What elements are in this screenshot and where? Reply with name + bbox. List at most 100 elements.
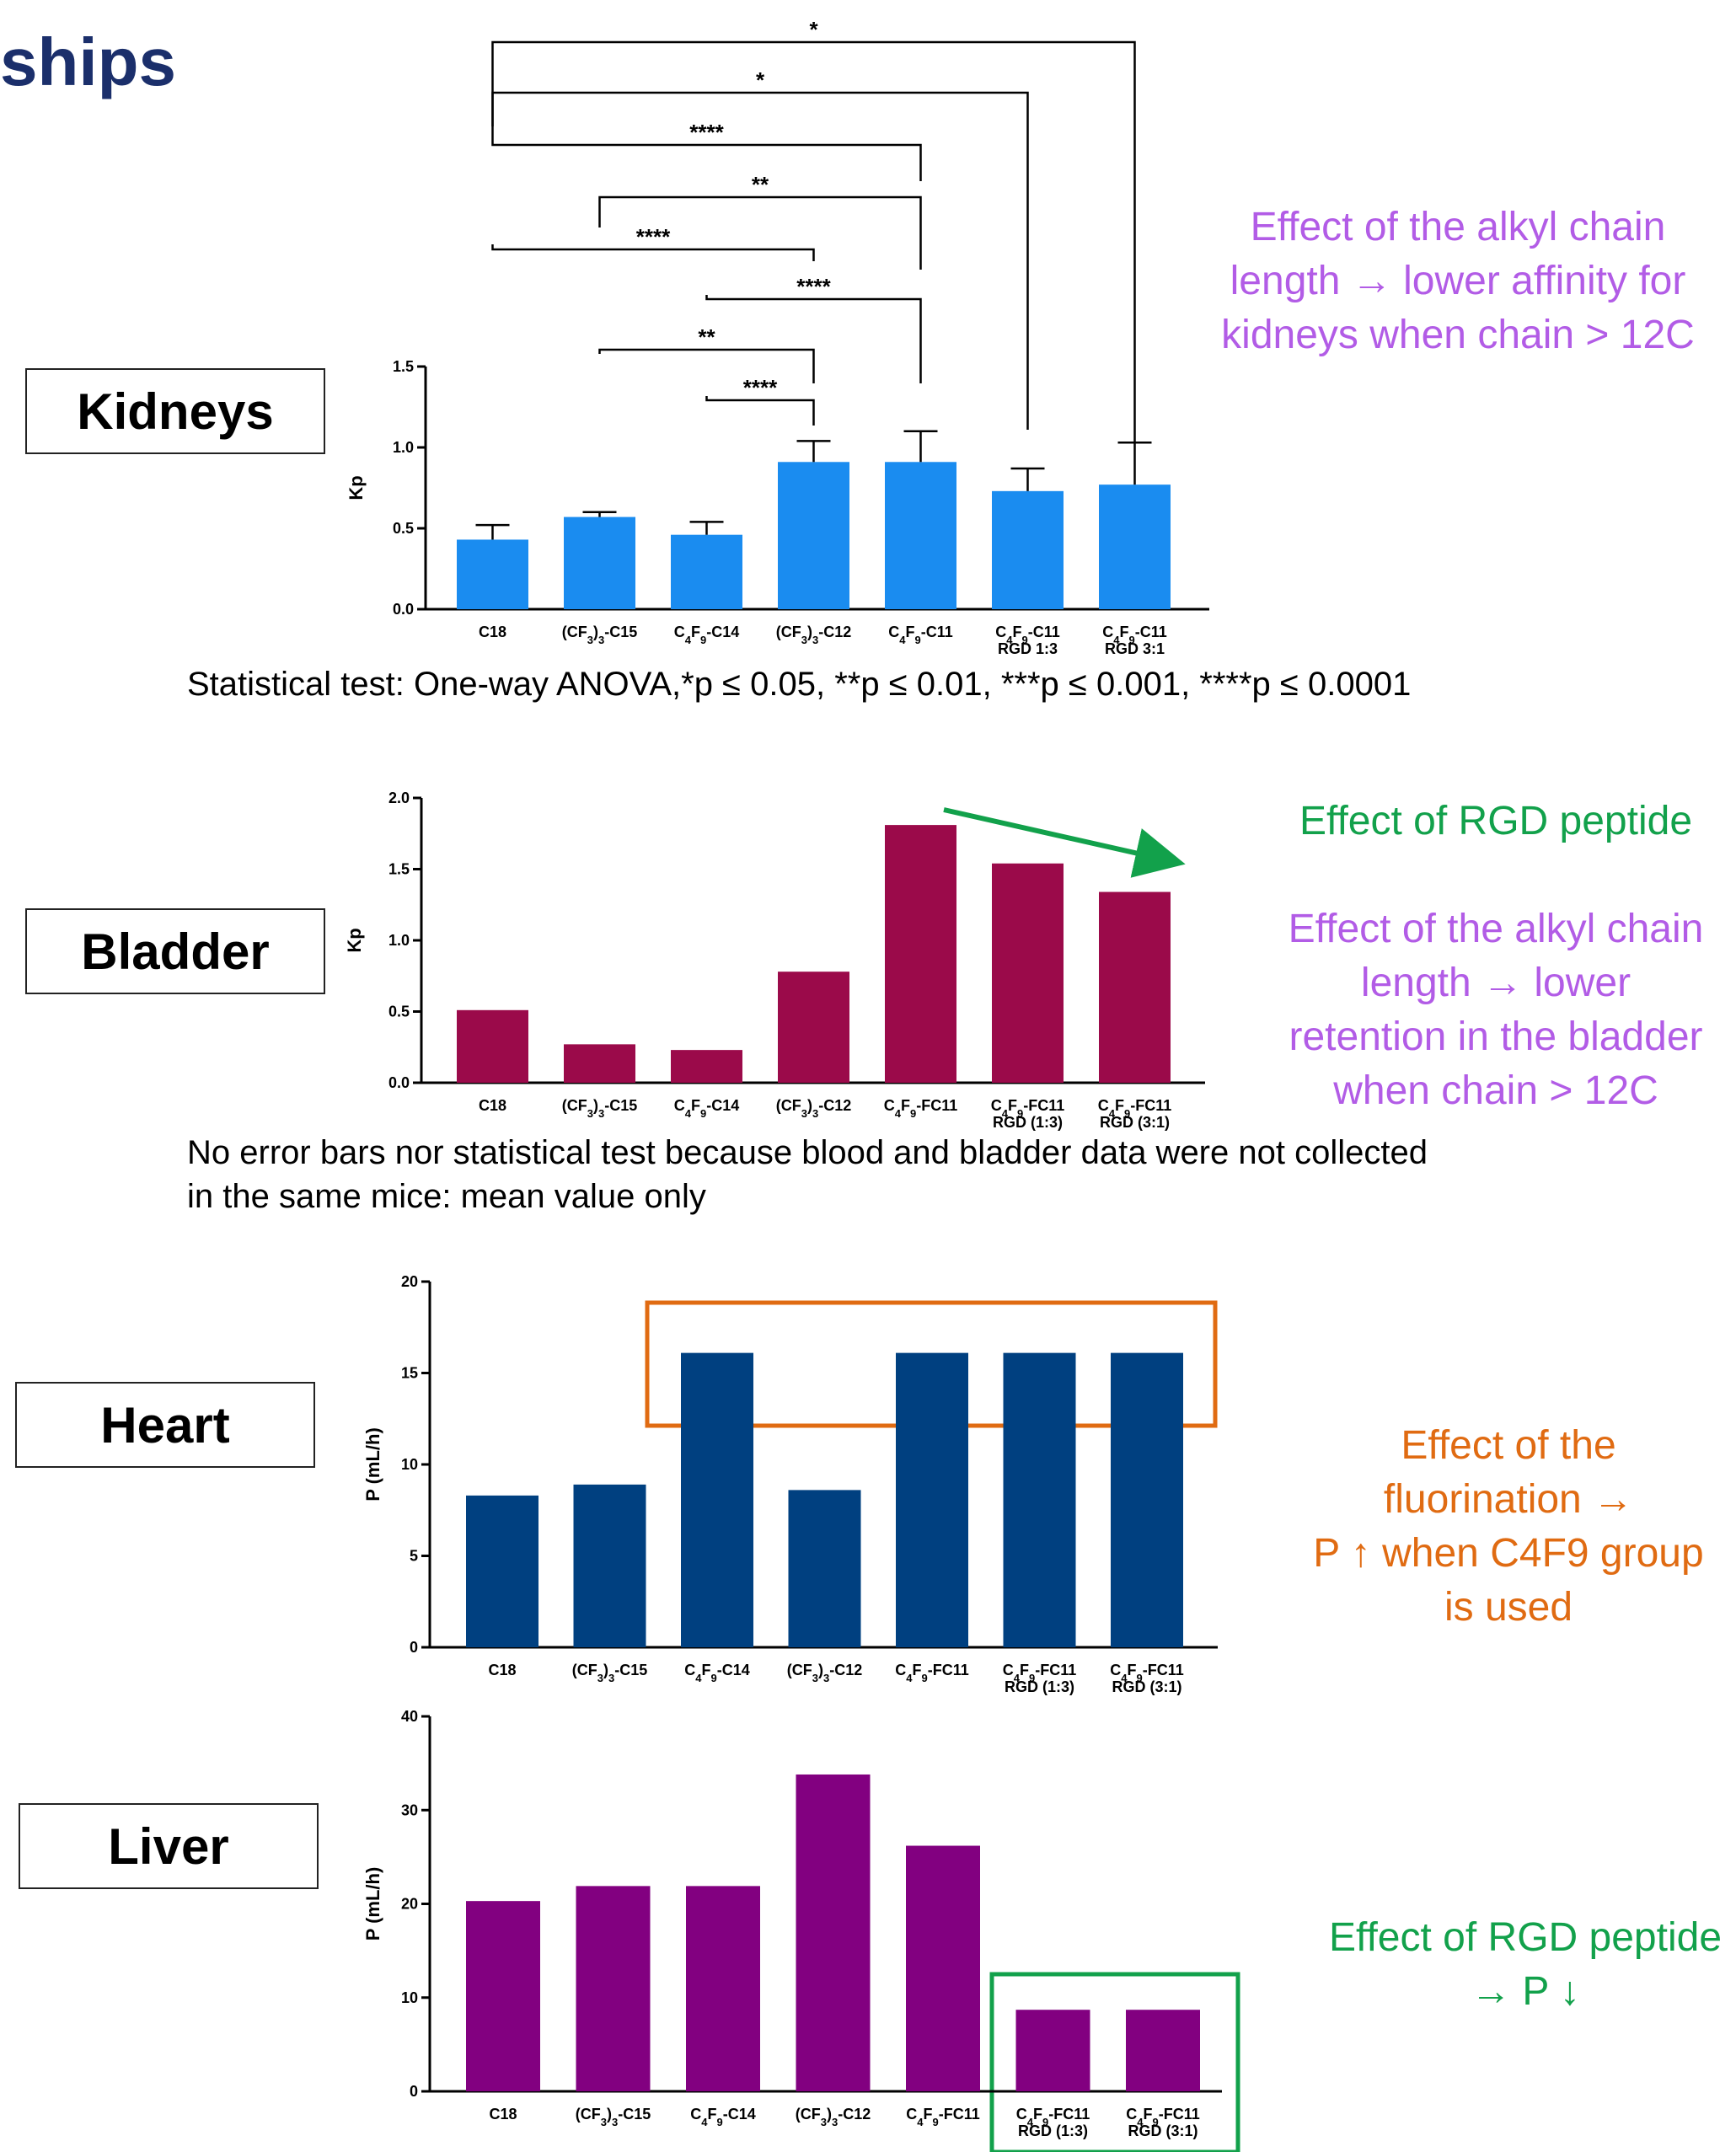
bladder-chain-annotation: Effect of the alkyl chain length → lower… (1222, 902, 1736, 1118)
bladder-bar (564, 1044, 635, 1083)
liver-category-label: C18 (489, 2106, 517, 2123)
bladder-category-label: (CF3)3-C12 (776, 1097, 852, 1120)
liver-annotation-line: Effect of RGD peptide (1328, 1915, 1723, 1960)
organ-label-liver: Liver (19, 1803, 319, 1889)
bladder-y-tick-label: 0.0 (388, 1074, 410, 1091)
bladder-category-label: RGD (1:3) (993, 1114, 1063, 1131)
liver-y-tick-label: 40 (401, 1708, 418, 1725)
statistical-test-note: Statistical test: One-way ANOVA,*p ≤ 0.0… (187, 666, 1412, 703)
bladder-trend-arrow (943, 807, 1186, 878)
organ-label-kidneys: Kidneys (25, 368, 325, 454)
bladder-bar (778, 972, 849, 1083)
liver-category-label: C4F9-C14 (690, 2106, 756, 2128)
no-error-bars-note-line2: in the same mice: mean value only (187, 1178, 706, 1215)
heart-bar (681, 1352, 753, 1647)
heart-annotation-line: P ↑ when C4F9 group (1313, 1531, 1704, 1576)
bladder-category-label: RGD (3:1) (1100, 1114, 1170, 1131)
kidneys-significance-bracket (491, 40, 1136, 442)
liver-category-label: C4F9-FC11 (1126, 2106, 1200, 2128)
no-error-bars-note-line1: No error bars nor statistical test becau… (187, 1134, 1428, 1171)
liver-bar (1126, 2010, 1200, 2091)
heart-category-label: C4F9-FC11 (1003, 1662, 1077, 1684)
liver-y-tick-label: 30 (401, 1801, 418, 1818)
bladder-category-label: C4F9-C14 (674, 1097, 740, 1120)
heart-bar (896, 1352, 968, 1647)
kidneys-bar (564, 517, 635, 609)
kidneys-category-label: C18 (479, 624, 506, 640)
bladder-category-label: C4F9-FC11 (991, 1097, 1065, 1120)
kidneys-significance-label: **** (743, 375, 778, 400)
heart-annotation: Effect of the fluorination → P ↑ when C4… (1214, 1419, 1736, 1635)
bladder-category-label: (CF3)3-C15 (562, 1097, 638, 1120)
bladder-y-tick-label: 1.5 (388, 861, 410, 878)
kidneys-significance-bracket (598, 195, 922, 270)
heart-y-tick-label: 15 (401, 1365, 418, 1382)
kidneys-significance-label: **** (796, 274, 831, 299)
heart-y-axis-label: P (mL/h) (362, 1427, 383, 1502)
kidneys-y-tick-label: 0.5 (393, 520, 414, 537)
liver-y-tick-label: 10 (401, 1989, 418, 2006)
kidneys-significance-label: * (756, 67, 765, 93)
liver-bar (686, 1886, 760, 2091)
heart-bar (1003, 1352, 1076, 1647)
bladder-chain-annotation-line: length → lower (1360, 961, 1632, 1005)
liver-bar (466, 1901, 540, 2091)
kidneys-significance-bracket (705, 295, 922, 383)
bladder-rgd-annotation: Effect of RGD peptide (1299, 799, 1693, 843)
kidneys-category-label: RGD 1:3 (998, 640, 1058, 657)
kidneys-bar (457, 539, 528, 609)
kidneys-category-label: (CF3)3-C12 (776, 624, 852, 646)
bladder-chain-annotation-line: retention in the bladder (1289, 1014, 1703, 1059)
page-title: ships (0, 24, 176, 99)
kidneys-significance-bracket (491, 91, 1029, 430)
liver-category-label: RGD (3:1) (1128, 2123, 1198, 2139)
kidneys-bar (992, 490, 1064, 609)
liver-y-axis-label: P (mL/h) (362, 1867, 383, 1941)
kidneys-significance-label: **** (636, 224, 671, 249)
heart-bar (1111, 1352, 1183, 1647)
kidneys-annotation: Effect of the alkyl chain length → lower… (1180, 201, 1736, 362)
bladder-bar (671, 1050, 742, 1083)
heart-bar (788, 1490, 861, 1647)
bladder-bar (1099, 891, 1171, 1083)
kidneys-bar (778, 462, 849, 609)
kidneys-annotation-line: Effect of the alkyl chain (1250, 205, 1666, 249)
bladder-category-label: C18 (479, 1097, 506, 1114)
kidneys-significance-bracket (491, 126, 922, 181)
liver-y-tick-label: 20 (401, 1896, 418, 1913)
heart-y-tick-label: 5 (410, 1548, 418, 1565)
organ-label-heart: Heart (15, 1382, 315, 1468)
kidneys-bar (1099, 484, 1171, 609)
kidneys-category-label: RGD 3:1 (1105, 640, 1165, 657)
kidneys-category-label: (CF3)3-C15 (562, 624, 638, 646)
liver-bar (576, 1886, 651, 2091)
heart-y-tick-label: 0 (410, 1639, 418, 1656)
liver-annotation: Effect of RGD peptide → P ↓ (1289, 1911, 1736, 2019)
liver-bar (1015, 2010, 1090, 2091)
heart-category-label: C4F9-FC11 (1110, 1662, 1184, 1684)
kidneys-category-label: C4F9-C11 (995, 624, 1060, 646)
bladder-bar (992, 863, 1064, 1083)
kidneys-category-label: C4F9-C11 (888, 624, 953, 646)
liver-category-label: RGD (1:3) (1018, 2123, 1088, 2139)
heart-y-tick-label: 10 (401, 1456, 418, 1473)
liver-category-label: (CF3)3-C15 (576, 2106, 651, 2128)
kidneys-significance-label: ** (752, 172, 769, 197)
liver-category-label: C4F9-FC11 (1016, 2106, 1090, 2128)
heart-y-tick-label: 20 (401, 1273, 418, 1290)
liver-bar (796, 1774, 871, 2091)
heart-category-label: C18 (488, 1662, 516, 1678)
heart-bar (466, 1495, 538, 1647)
bladder-chain-annotation-line: when chain > 12C (1333, 1068, 1658, 1113)
kidneys-y-tick-label: 1.5 (393, 358, 414, 375)
kidneys-annotation-line: kidneys when chain > 12C (1221, 313, 1695, 357)
heart-annotation-line: fluorination → (1383, 1477, 1634, 1522)
kidneys-category-label: C4F9-C14 (674, 624, 740, 646)
kidneys-y-tick-label: 1.0 (393, 439, 414, 456)
heart-category-label: RGD (3:1) (1112, 1678, 1181, 1695)
liver-annotation-line: → P ↓ (1471, 1969, 1580, 2014)
bladder-y-tick-label: 0.5 (388, 1004, 410, 1020)
liver-highlight-box (989, 1972, 1240, 2152)
kidneys-significance-label: ** (698, 324, 715, 350)
